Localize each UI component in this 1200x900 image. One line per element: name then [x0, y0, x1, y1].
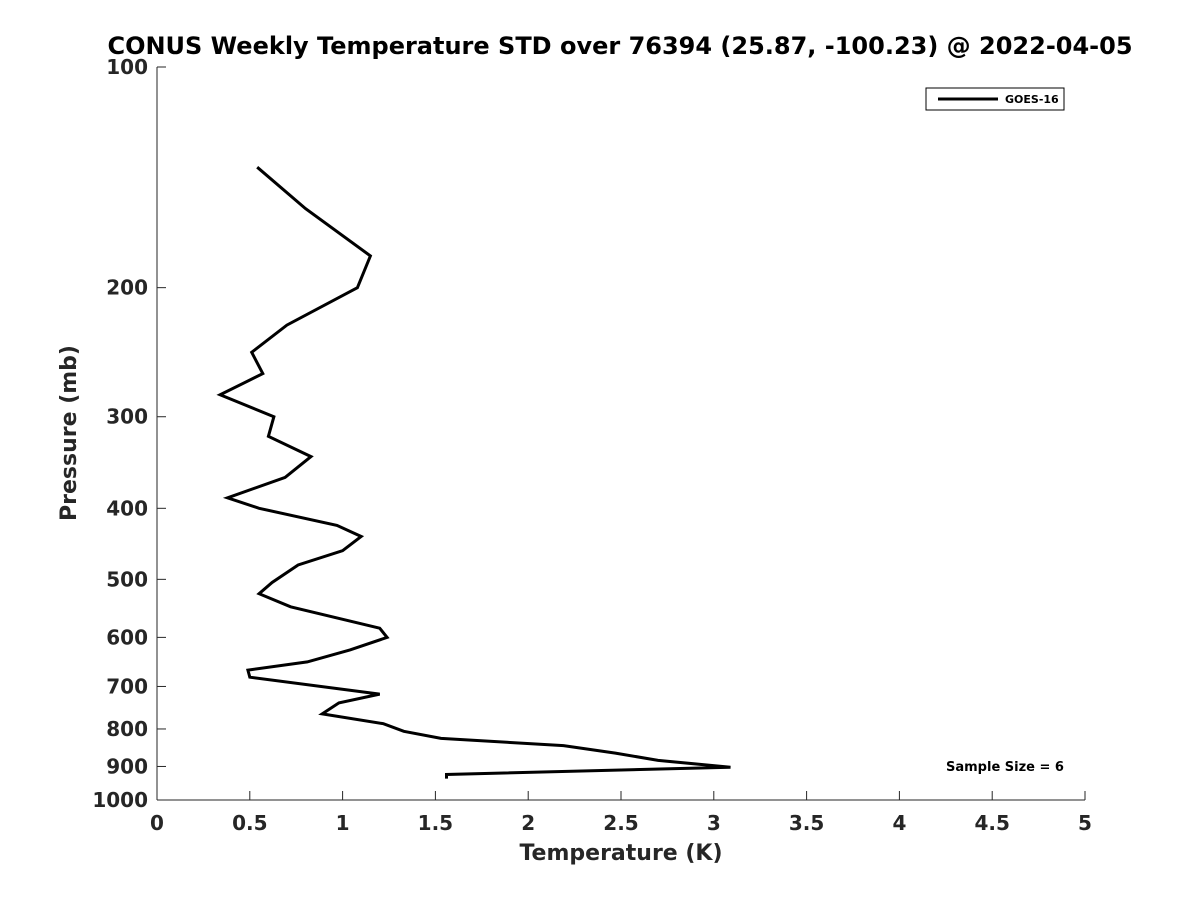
y-tick-label: 200 — [106, 276, 148, 300]
y-tick-label: 900 — [106, 754, 148, 778]
x-axis-label: Temperature (K) — [519, 841, 722, 866]
y-tick-label: 700 — [106, 674, 148, 698]
x-tick-label: 2.5 — [603, 811, 638, 835]
x-tick-label: 1 — [336, 811, 350, 835]
legend-label-goes-16: GOES-16 — [1005, 93, 1059, 106]
y-tick-label: 800 — [106, 717, 148, 741]
y-tick-label: 300 — [106, 405, 148, 429]
y-tick-label: 400 — [106, 496, 148, 520]
series-layer — [216, 166, 731, 779]
y-axis-ticks: 100 200 300 400 500 600 700 800 900 1000 — [92, 55, 166, 812]
y-tick-label: 600 — [106, 625, 148, 649]
y-tick-label: 100 — [106, 55, 148, 79]
y-tick-label: 500 — [106, 567, 148, 591]
y-axis-label: Pressure (mb) — [57, 345, 82, 521]
chart-title: CONUS Weekly Temperature STD over 76394 … — [107, 32, 1132, 60]
x-tick-label: 0 — [150, 811, 164, 835]
legend: GOES-16 — [925, 87, 1065, 111]
x-tick-label: 3.5 — [789, 811, 824, 835]
x-tick-label: 5 — [1078, 811, 1092, 835]
x-tick-label: 4.5 — [974, 811, 1009, 835]
x-tick-label: 3 — [707, 811, 721, 835]
x-tick-label: 2 — [521, 811, 535, 835]
x-tick-label: 1.5 — [418, 811, 453, 835]
y-tick-label: 1000 — [92, 788, 148, 812]
x-tick-label: 4 — [892, 811, 906, 835]
plot-axes — [156, 67, 1085, 801]
sample-size-annotation: Sample Size = 6 — [946, 760, 1064, 775]
x-tick-label: 0.5 — [232, 811, 267, 835]
x-axis-ticks: 0 0.5 1 1.5 2 2.5 3 3.5 4 4.5 5 — [150, 791, 1092, 835]
series-line-goes-16 — [216, 166, 731, 779]
